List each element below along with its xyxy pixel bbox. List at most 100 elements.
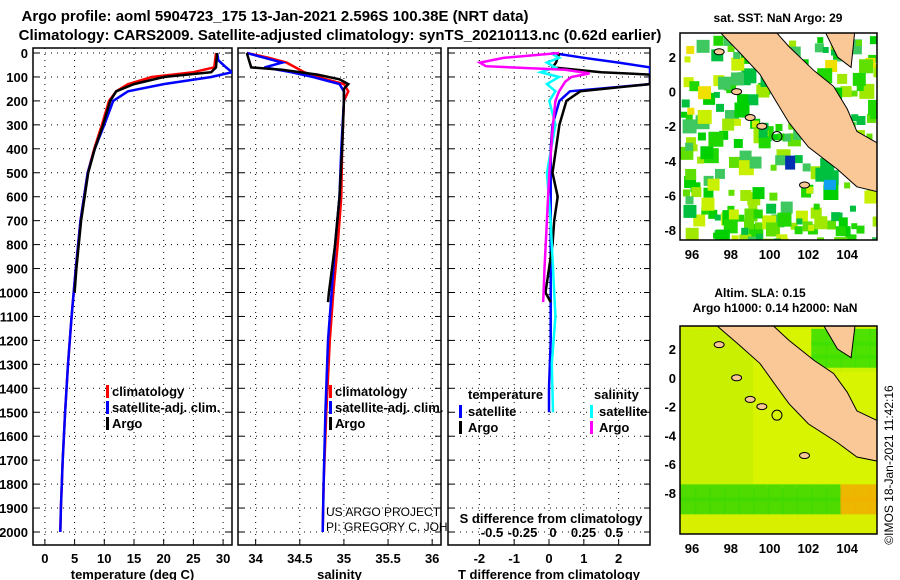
sla-pixel bbox=[724, 471, 741, 489]
sst-pixel bbox=[685, 113, 693, 121]
legend-label: climatology bbox=[112, 384, 185, 399]
sst-pixel bbox=[754, 222, 762, 230]
sla-pixel bbox=[709, 367, 726, 385]
y-tick-label: 1700 bbox=[0, 453, 28, 468]
sla-pixel bbox=[680, 367, 697, 385]
sst-pixel bbox=[814, 43, 824, 53]
lon-tick-label: 104 bbox=[836, 247, 858, 262]
island bbox=[731, 88, 743, 96]
plot-frame bbox=[237, 47, 442, 546]
y-tick-label: 100 bbox=[6, 70, 28, 85]
sst-pixel bbox=[840, 86, 852, 98]
sst-pixel bbox=[696, 39, 710, 53]
map-sst: 96 98 100 102 104 2 0 -2 -4 -6 -8 bbox=[664, 32, 878, 262]
legend-swatch bbox=[106, 417, 109, 430]
y-tick-label: 700 bbox=[6, 214, 28, 229]
sst-map-title: sat. SST: NaN Argo: 29 bbox=[714, 11, 843, 25]
sst-pixel bbox=[817, 237, 825, 240]
sla-pixel bbox=[709, 471, 726, 489]
y-tick-label: 1300 bbox=[0, 357, 28, 372]
sst-pixel bbox=[733, 138, 743, 148]
x-tick-label: 30 bbox=[216, 551, 230, 566]
sst-pixel bbox=[714, 168, 725, 179]
sst-pixel bbox=[780, 201, 793, 214]
x-tick-label: 0 bbox=[545, 551, 552, 566]
sst-pixel bbox=[802, 221, 813, 232]
y-tick-label: 1000 bbox=[0, 286, 28, 301]
plot-frame bbox=[32, 47, 233, 546]
lon-tick-label: 102 bbox=[798, 247, 820, 262]
sst-pixel bbox=[873, 64, 877, 78]
sst-pixel bbox=[708, 209, 718, 219]
lon-tick-label: 102 bbox=[798, 541, 820, 556]
sst-pixel bbox=[806, 186, 814, 194]
sst-pixel bbox=[722, 118, 735, 131]
sla-pixel bbox=[796, 484, 813, 502]
sla-pixel bbox=[694, 328, 711, 346]
sla-pixel bbox=[694, 341, 711, 359]
malay-peninsula-land bbox=[825, 33, 856, 69]
sst-pixel bbox=[822, 46, 829, 53]
x-tick-label: -1 bbox=[508, 551, 520, 566]
x-axis-label: salinity bbox=[317, 567, 363, 580]
sst-pixel bbox=[682, 119, 697, 134]
sla-pixel bbox=[709, 380, 726, 398]
y-tick-label: 1800 bbox=[0, 477, 28, 492]
island bbox=[799, 452, 811, 460]
sla-pixel bbox=[869, 484, 877, 502]
sla-pixel bbox=[738, 432, 755, 450]
y-tick-label: 200 bbox=[6, 94, 28, 109]
series-line-t-satellite bbox=[547, 51, 650, 413]
sst-pixel bbox=[856, 84, 864, 92]
sst-pixel bbox=[801, 187, 812, 198]
legend-swatch bbox=[590, 405, 593, 418]
sst-pixel bbox=[728, 156, 740, 168]
island bbox=[756, 122, 768, 130]
island bbox=[756, 403, 768, 411]
sst-pixel bbox=[731, 57, 745, 71]
sla-pixel bbox=[724, 380, 741, 398]
sst-pixel bbox=[690, 144, 698, 152]
sla-pixel bbox=[694, 367, 711, 385]
sla-pixel bbox=[694, 497, 711, 515]
y-tick-label: 900 bbox=[6, 262, 28, 277]
sst-pixel bbox=[685, 196, 694, 205]
sla-pixel bbox=[738, 458, 755, 476]
sst-pixel bbox=[775, 155, 786, 166]
sst-pixel bbox=[697, 109, 712, 124]
sst-pixel bbox=[808, 224, 815, 231]
sst-pixel bbox=[769, 192, 778, 201]
sst-pixel bbox=[700, 146, 714, 160]
legend-swatch bbox=[459, 421, 462, 434]
sla-pixel bbox=[680, 471, 697, 489]
sla-pixel bbox=[869, 471, 877, 489]
x-tick-label: 36 bbox=[425, 551, 439, 566]
sla-pixel bbox=[854, 497, 871, 515]
sst-pixel bbox=[845, 234, 857, 240]
sla-pixel bbox=[724, 484, 741, 502]
lon-tick-label: 104 bbox=[836, 541, 858, 556]
sla-pixel bbox=[869, 380, 877, 398]
sst-pixel bbox=[681, 111, 688, 118]
sla-pixel bbox=[724, 432, 741, 450]
sla-pixel bbox=[767, 432, 784, 450]
sla-pixel bbox=[738, 367, 755, 385]
sla-pixel bbox=[825, 471, 842, 489]
sla-pixel bbox=[825, 497, 842, 515]
legend-label: satellite bbox=[468, 404, 516, 419]
sla-pixel bbox=[869, 458, 877, 476]
sst-pixel bbox=[687, 107, 695, 115]
sst-pixel bbox=[817, 37, 824, 44]
legend-header: salinity bbox=[594, 387, 640, 402]
sst-pixel bbox=[835, 226, 846, 237]
sst-pixel bbox=[849, 205, 856, 212]
sst-pixel bbox=[866, 133, 873, 140]
sla-pixel bbox=[869, 406, 877, 424]
sla-pixel bbox=[738, 497, 755, 515]
sst-pixel bbox=[698, 240, 708, 250]
sla-pixel bbox=[694, 393, 711, 411]
sla-pixel bbox=[811, 432, 828, 450]
y-tick-label: 1100 bbox=[0, 309, 28, 324]
series-line-s-argo bbox=[476, 51, 590, 303]
sla-pixel bbox=[811, 458, 828, 476]
